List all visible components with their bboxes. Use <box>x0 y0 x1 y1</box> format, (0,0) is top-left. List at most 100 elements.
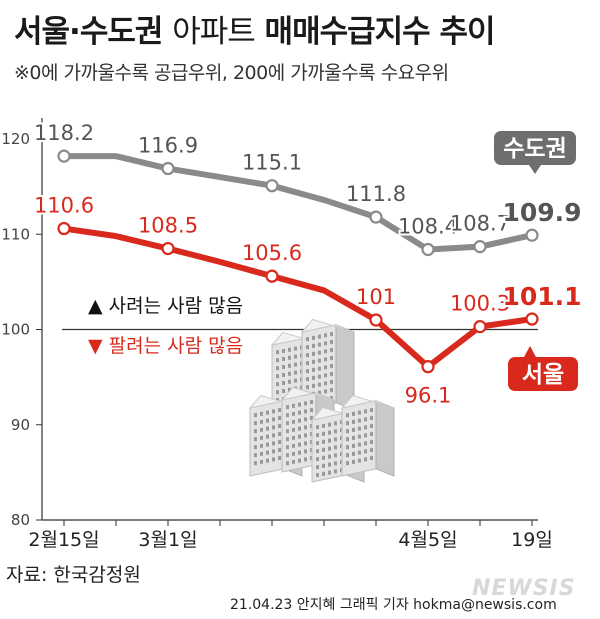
window <box>286 421 289 426</box>
window <box>322 471 325 476</box>
window <box>272 433 275 438</box>
window <box>358 442 361 447</box>
window <box>304 401 307 406</box>
data-label: 100.3 <box>450 292 510 316</box>
window <box>266 418 269 423</box>
window <box>306 361 309 366</box>
window <box>304 433 307 438</box>
window <box>364 425 367 430</box>
window <box>352 419 355 424</box>
window <box>304 409 307 414</box>
window <box>322 431 325 436</box>
window <box>260 459 263 464</box>
window <box>276 382 279 387</box>
window <box>282 357 285 361</box>
window <box>276 366 279 371</box>
title-light: 아파트 <box>172 14 256 50</box>
badge-seoul-text: 서울 <box>522 362 564 388</box>
window <box>330 396 333 401</box>
data-point <box>421 360 435 374</box>
window <box>364 417 367 422</box>
window <box>276 390 279 395</box>
window <box>288 387 291 392</box>
window <box>298 410 301 415</box>
window <box>304 425 307 430</box>
window <box>294 370 297 375</box>
window <box>322 439 325 444</box>
window <box>278 416 281 421</box>
window <box>278 424 281 429</box>
apartment-buildings-icon <box>248 318 395 483</box>
window <box>364 433 367 438</box>
data-point <box>525 228 539 242</box>
window <box>346 429 349 434</box>
window <box>310 400 313 405</box>
window <box>364 457 367 462</box>
series-line-seoul <box>61 225 535 370</box>
window <box>292 411 295 416</box>
window <box>334 453 337 458</box>
data-point <box>369 210 383 224</box>
window <box>316 457 319 462</box>
window <box>328 462 331 467</box>
window <box>276 374 279 379</box>
window <box>286 445 289 450</box>
window <box>306 337 309 342</box>
window <box>346 461 349 466</box>
chart-subtitle: ※0에 가까울수록 공급우위, 200에 가까울수록 수요우위 <box>14 62 449 84</box>
window <box>254 445 257 450</box>
window <box>310 416 313 421</box>
window <box>322 455 325 460</box>
window <box>330 332 333 337</box>
window <box>318 350 321 355</box>
window <box>304 417 307 422</box>
window <box>328 454 331 459</box>
window <box>328 438 331 443</box>
window <box>334 421 337 426</box>
window <box>316 473 319 478</box>
building-roof <box>340 394 395 409</box>
window <box>298 418 301 423</box>
window <box>306 345 309 350</box>
window <box>254 413 257 418</box>
window <box>352 451 355 456</box>
window <box>266 410 269 415</box>
window <box>364 441 367 446</box>
window <box>260 443 263 448</box>
window <box>288 347 291 352</box>
window <box>370 456 373 461</box>
badge-seoul-bg <box>508 357 578 391</box>
badge-seoul-tail <box>524 346 536 357</box>
y-tick-label: 110 <box>1 225 30 243</box>
window <box>278 456 281 461</box>
window <box>310 408 313 413</box>
window <box>266 458 269 463</box>
window <box>288 355 291 360</box>
window <box>298 450 301 455</box>
window <box>316 449 319 454</box>
window <box>298 442 301 447</box>
window <box>282 349 285 353</box>
window <box>318 390 321 395</box>
window <box>330 356 333 361</box>
window <box>272 441 275 446</box>
window <box>318 358 321 363</box>
window <box>272 417 275 422</box>
window <box>370 408 373 413</box>
window <box>358 450 361 455</box>
window <box>352 443 355 448</box>
window <box>298 426 301 431</box>
window <box>260 411 263 416</box>
window <box>298 402 301 407</box>
data-label: 118.2 <box>34 121 94 145</box>
window <box>324 365 327 370</box>
data-label: 111.8 <box>346 182 406 206</box>
window <box>312 343 315 348</box>
credit-line: 21.04.23 안지혜 그래픽 기자 hokma@newsis.com <box>230 597 557 613</box>
window <box>266 426 269 431</box>
window <box>278 448 281 453</box>
window <box>330 364 333 369</box>
grid-layer: 80 90 100 110 120 2월15일 3월1일 4월5일 19일 <box>1 118 553 551</box>
window <box>316 433 319 438</box>
